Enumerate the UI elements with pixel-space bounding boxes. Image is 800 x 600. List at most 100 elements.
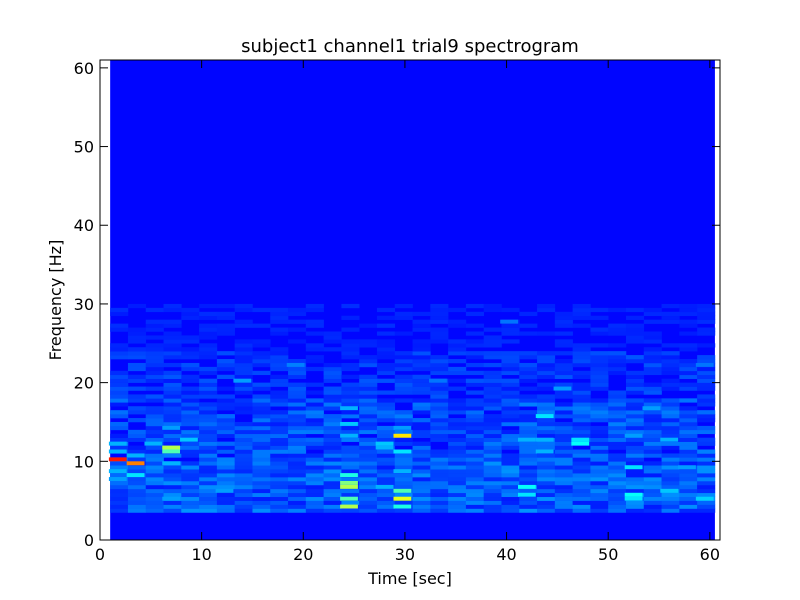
spectrogram-cell — [181, 406, 200, 411]
spectrogram-cell — [608, 469, 627, 474]
spectrogram-cell — [537, 366, 556, 372]
spectrogram-cell — [608, 351, 627, 356]
spectrogram-cell — [234, 374, 253, 379]
spectrogram-cell — [181, 410, 200, 415]
spectrogram-cell — [288, 394, 307, 399]
spectrogram-cell — [697, 418, 716, 423]
spectrogram-cell — [483, 382, 502, 387]
spectrogram-cell — [216, 473, 235, 478]
spectrogram-cell — [430, 406, 449, 411]
spectrogram-cell — [359, 339, 378, 344]
spectrogram-cell — [376, 378, 396, 383]
spectrogram-cell — [252, 362, 271, 368]
spectrogram-cell — [270, 433, 289, 439]
spectrogram-cell — [252, 359, 271, 364]
spectrogram-cell — [501, 414, 520, 419]
spectrogram-cell — [643, 453, 662, 458]
spectrogram-cell — [483, 370, 502, 376]
spectrogram-hotspot — [375, 484, 394, 489]
spectrogram-cell — [305, 347, 324, 352]
spectrogram-cell — [288, 359, 307, 364]
spectrogram-cell — [537, 362, 556, 368]
spectrogram-cell — [643, 508, 662, 513]
spectrogram-hotspot — [535, 414, 554, 419]
spectrogram-cell — [430, 437, 449, 442]
spectrogram-cell — [163, 504, 182, 509]
spectrogram-cell — [537, 433, 556, 439]
spectrogram-cell — [181, 386, 200, 391]
spectrogram-cell — [288, 429, 307, 435]
spectrogram-cell — [519, 453, 538, 458]
spectrogram-cell — [572, 508, 591, 513]
spectrogram-cell — [483, 406, 502, 411]
spectrogram-cell — [145, 449, 164, 454]
spectrogram-cell — [519, 378, 538, 383]
spectrogram-cell — [661, 410, 680, 415]
spectrogram-cell — [483, 484, 502, 490]
x-tick-label: 0 — [95, 545, 105, 564]
spectrogram-hotspot — [517, 484, 536, 489]
x-tick-label: 20 — [293, 545, 313, 564]
spectrogram-cell — [430, 366, 449, 372]
spectrogram-cell — [359, 449, 378, 454]
spectrogram-cell — [412, 445, 431, 450]
spectrogram-cell — [608, 406, 627, 411]
spectrogram-cell — [483, 465, 502, 470]
spectrogram-cell — [590, 453, 609, 458]
spectrogram-cell — [465, 465, 484, 470]
spectrogram-cell — [359, 445, 378, 450]
spectrogram-cell — [234, 370, 253, 376]
spectrogram-cell — [163, 370, 182, 376]
spectrogram-cell — [430, 335, 449, 340]
spectrogram-cell — [110, 343, 129, 348]
spectrogram-cell — [288, 449, 307, 454]
spectrogram-cell — [288, 398, 307, 403]
spectrogram-cell — [537, 394, 556, 399]
spectrogram-cell — [590, 508, 609, 513]
spectrogram-hotspot — [393, 425, 412, 430]
spectrogram-cell — [376, 508, 396, 513]
spectrogram-cell — [643, 355, 662, 360]
spectrogram-cell — [412, 449, 431, 454]
spectrogram-cell — [501, 484, 520, 490]
spectrogram-cell — [679, 398, 698, 403]
spectrogram-cell — [394, 315, 413, 320]
spectrogram-cell — [501, 508, 520, 513]
spectrogram-cell — [288, 410, 307, 415]
spectrogram-cell — [252, 469, 271, 474]
spectrogram-cell — [501, 406, 520, 411]
spectrogram-cell — [376, 453, 396, 458]
spectrogram-cell — [643, 465, 662, 470]
spectrogram-cell — [110, 370, 129, 376]
spectrogram-cell — [127, 508, 147, 513]
spectrogram-cell — [412, 441, 431, 446]
spectrogram-cell — [359, 504, 378, 509]
spectrogram-cell — [537, 492, 556, 498]
spectrogram-cell — [234, 457, 253, 462]
spectrogram-cell — [519, 457, 538, 462]
spectrogram-cell — [305, 319, 324, 324]
spectrogram-cell — [252, 382, 271, 387]
spectrogram-cell — [697, 449, 716, 454]
spectrogram-cell — [697, 441, 716, 446]
spectrogram-cell — [110, 327, 129, 332]
spectrogram-cell — [199, 335, 218, 340]
spectrogram-cell — [608, 394, 627, 399]
spectrogram-cell — [608, 425, 627, 431]
spectrogram-cell — [608, 457, 627, 462]
spectrogram-cell — [430, 303, 449, 309]
spectrogram-hotspot — [500, 319, 518, 324]
spectrogram-cell — [554, 449, 573, 454]
spectrogram-cell — [145, 370, 164, 376]
spectrogram-cell — [252, 433, 271, 439]
spectrogram-cell — [163, 402, 182, 407]
spectrogram-cell — [127, 351, 147, 356]
spectrogram-cell — [323, 374, 342, 379]
spectrogram-hotspot — [108, 449, 127, 454]
spectrogram-cell — [288, 453, 307, 458]
spectrogram-cell — [323, 445, 342, 450]
spectrogram-cell — [145, 469, 164, 474]
spectrogram-cell — [305, 410, 324, 415]
spectrogram-cell — [305, 418, 324, 423]
spectrogram-cell — [394, 441, 413, 446]
